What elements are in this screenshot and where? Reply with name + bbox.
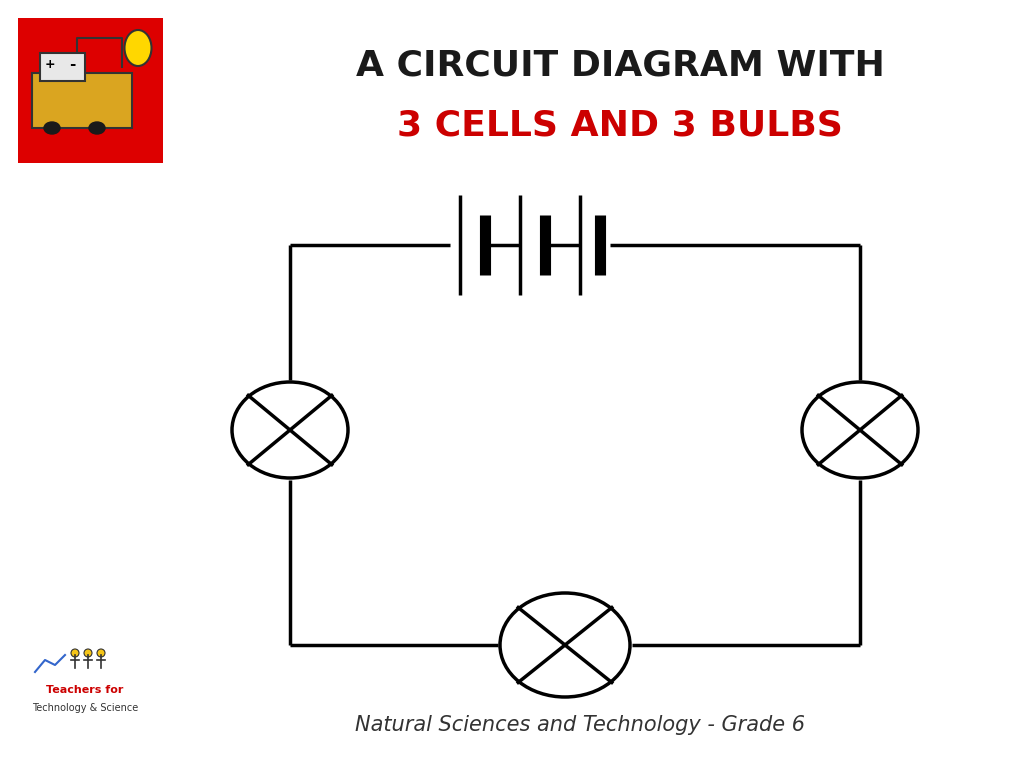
Ellipse shape <box>44 122 60 134</box>
Bar <box>18 18 163 163</box>
Circle shape <box>97 649 105 657</box>
Text: -: - <box>69 58 75 72</box>
Text: 3 CELLS AND 3 BULBS: 3 CELLS AND 3 BULBS <box>397 108 843 142</box>
Circle shape <box>84 649 92 657</box>
Text: Teachers for: Teachers for <box>46 685 124 695</box>
Ellipse shape <box>89 122 105 134</box>
Circle shape <box>71 649 79 657</box>
Ellipse shape <box>125 30 152 66</box>
Text: +: + <box>45 58 55 71</box>
Text: Technology & Science: Technology & Science <box>32 703 138 713</box>
Bar <box>40 53 85 81</box>
Text: A CIRCUIT DIAGRAM WITH: A CIRCUIT DIAGRAM WITH <box>355 48 885 82</box>
Bar <box>32 73 132 128</box>
Text: Natural Sciences and Technology - Grade 6: Natural Sciences and Technology - Grade … <box>355 715 805 735</box>
